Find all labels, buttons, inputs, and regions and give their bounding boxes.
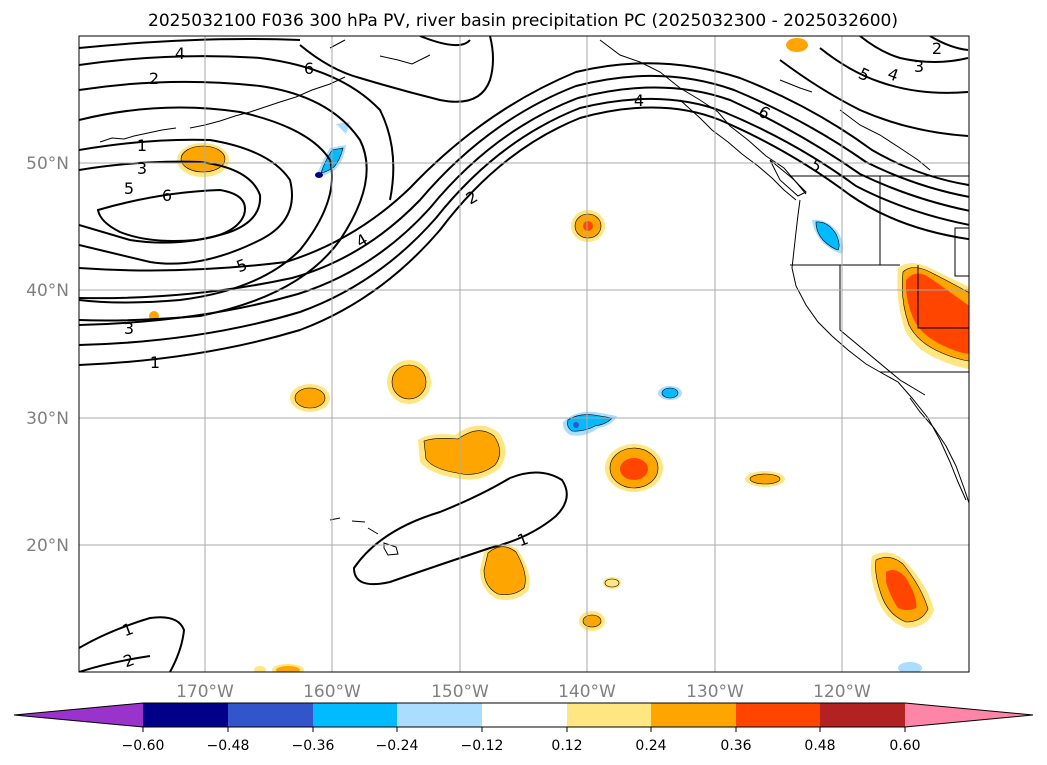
- colorbar-tick-label: 0.48: [804, 738, 835, 754]
- colorbar-segment: [567, 703, 651, 727]
- x-tick-label: 160°W: [303, 682, 361, 702]
- colorbar-tick-label: −0.60: [122, 738, 165, 754]
- contour-label: 6: [162, 186, 172, 205]
- anomaly-outlines: [180, 145, 969, 628]
- y-tick-label: 30°N: [26, 409, 69, 429]
- graticule: [79, 36, 969, 672]
- colorbar-tick-label: 0.24: [635, 738, 666, 754]
- contour-label: 3: [124, 319, 134, 338]
- colorbar-tick-label: −0.36: [292, 738, 335, 754]
- colorbar-segment: [651, 703, 736, 727]
- colorbar-segment: [397, 703, 482, 727]
- colorbar: −0.60 −0.48 −0.36 −0.24 −0.12 0.12 0.24 …: [13, 702, 1034, 754]
- contour-label: 3: [914, 57, 924, 76]
- coastlines: [99, 39, 969, 556]
- contour-label: 2: [932, 39, 942, 58]
- contour-label: 5: [124, 179, 134, 198]
- x-tick-label: 170°W: [176, 682, 234, 702]
- x-tick-label: 150°W: [431, 682, 489, 702]
- contour-label: 4: [634, 91, 644, 110]
- x-tick-label: 140°W: [558, 682, 616, 702]
- colorbar-min-extension: [14, 703, 143, 727]
- contour-label: 1: [150, 353, 160, 372]
- colorbar-segment: [736, 703, 820, 727]
- colorbar-tick-label: 0.36: [720, 738, 751, 754]
- colorbar-tick-label: −0.24: [376, 738, 419, 754]
- colorbar-tick-label: 0.12: [551, 738, 582, 754]
- colorbar-segment: [228, 703, 313, 727]
- y-tick-label: 40°N: [26, 281, 69, 301]
- colorbar-tick-marks: [142, 727, 906, 732]
- x-axis-ticks: 170°W 160°W 150°W 140°W 130°W 120°W: [176, 682, 871, 702]
- colorbar-segment: [820, 703, 905, 727]
- colorbar-ticks: −0.60 −0.48 −0.36 −0.24 −0.12 0.12 0.24 …: [122, 738, 921, 754]
- map-title: 2025032100 F036 300 hPa PV, river basin …: [148, 11, 898, 31]
- contour-label: 4: [175, 44, 185, 63]
- contour-label: 6: [304, 59, 314, 78]
- pv-contours: [79, 36, 969, 672]
- colorbar-max-extension: [905, 703, 1033, 727]
- y-axis-ticks: 50°N 40°N 30°N 20°N: [26, 154, 69, 556]
- x-tick-label: 130°W: [686, 682, 744, 702]
- contour-label: 2: [149, 69, 159, 88]
- colorbar-tick-label: −0.12: [461, 738, 504, 754]
- colorbar-segment: [143, 703, 228, 727]
- colorbar-tick-label: −0.48: [207, 738, 250, 754]
- map-frame: [78, 35, 970, 673]
- contour-label: 3: [137, 159, 147, 178]
- y-tick-label: 20°N: [26, 536, 69, 556]
- colorbar-segment: [482, 703, 567, 727]
- colorbar-tick-label: 0.60: [889, 738, 920, 754]
- y-tick-label: 50°N: [26, 154, 69, 174]
- contour-label: 1: [137, 136, 147, 155]
- x-tick-label: 120°W: [813, 682, 871, 702]
- colorbar-segment: [313, 703, 397, 727]
